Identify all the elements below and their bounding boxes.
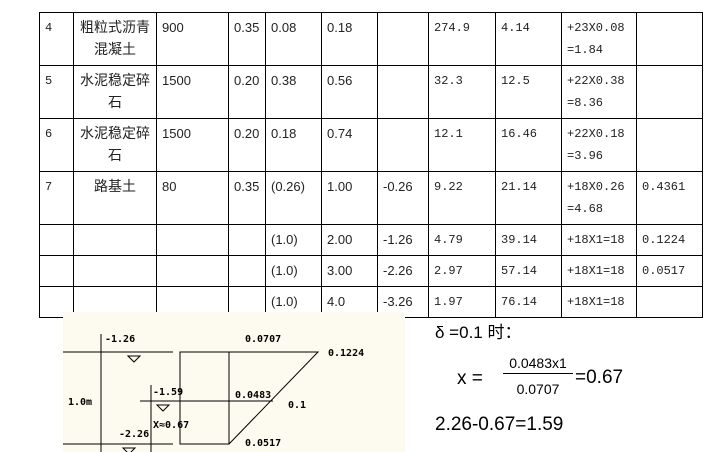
stress-diagram: -1.26 -1.59 -2.26 1.0m X≈0.67 0.0707 0.1…	[63, 312, 405, 452]
table-cell: 5	[39, 65, 74, 119]
top-value: 0.0707	[245, 334, 281, 345]
table-cell	[156, 224, 229, 256]
table-cell: 3.00	[321, 255, 378, 287]
table-row: (1.0) 3.00 -2.26 2.97 57.14 +18X1=18 0.0517	[39, 255, 703, 287]
condition-text: δ =0.1 时：	[435, 323, 522, 342]
table-cell: 274.9	[428, 12, 496, 66]
table-cell: 1.97	[428, 286, 496, 318]
table-cell	[73, 224, 157, 256]
table-cell: -0.26	[377, 171, 429, 225]
table-cell: +18X0.26=4.68	[561, 171, 637, 225]
table-cell	[73, 255, 157, 287]
table-cell	[377, 65, 429, 119]
table-cell	[377, 118, 429, 172]
mid-level-label: -1.59	[153, 387, 183, 398]
table-cell: 9.22	[428, 171, 496, 225]
table-cell: 900	[156, 12, 229, 66]
subtraction-line: 2.26-0.67=1.59	[435, 414, 564, 435]
top-level-label: -1.26	[105, 334, 135, 345]
table-cell: 0.4361	[636, 171, 703, 225]
table-cell: 12.5	[495, 65, 562, 119]
table-cell: 39.14	[495, 224, 562, 256]
table-cell: 76.14	[495, 286, 562, 318]
delta-value: 0.1	[288, 400, 306, 411]
x-label: X≈0.67	[153, 420, 189, 431]
table-row: 7 路基土 80 0.35 (0.26) 1.00 -0.26 9.22 21.14 +18X0.…	[39, 171, 703, 225]
table-cell: 57.14	[495, 255, 562, 287]
table-cell: 0.56	[321, 65, 378, 119]
table-cell: 2.97	[428, 255, 496, 287]
table-cell: 4	[39, 12, 74, 66]
table-cell: (0.26)	[265, 171, 322, 225]
table-cell: 0.38	[265, 65, 322, 119]
table-cell	[156, 255, 229, 287]
table-cell	[636, 118, 703, 172]
table-cell: -1.26	[377, 224, 429, 256]
table-cell: +23X0.08=1.84	[561, 12, 637, 66]
table-cell: 1500	[156, 65, 229, 119]
table-cell	[39, 224, 74, 256]
table-cell: +22X0.38=8.36	[561, 65, 637, 119]
table-cell: 0.1224	[636, 224, 703, 256]
table-cell: 1500	[156, 118, 229, 172]
table-cell: +18X1=18	[561, 286, 637, 318]
table-cell: 0.18	[265, 118, 322, 172]
table-cell: 80	[156, 171, 229, 225]
table-cell	[39, 255, 74, 287]
table-cell: (1.0)	[265, 224, 322, 256]
table-cell: 21.14	[495, 171, 562, 225]
table-cell: 水泥稳定碎石	[73, 118, 157, 172]
bottom-value: 0.0517	[245, 438, 281, 449]
table-cell: 6	[39, 118, 74, 172]
table-cell: 7	[39, 171, 74, 225]
table-cell: -2.26	[377, 255, 429, 287]
fraction-denominator: 0.0707	[516, 381, 560, 397]
table-cell: +18X1=18	[561, 255, 637, 287]
mid-value: 0.0483	[235, 390, 271, 401]
table-cell: 1.00	[321, 171, 378, 225]
table-cell	[228, 224, 266, 256]
table-cell: 0.35	[228, 12, 266, 66]
table-cell	[636, 286, 703, 318]
fraction-numerator: 0.0483x1	[503, 355, 573, 374]
table-cell: 粗粒式沥青混凝土	[73, 12, 157, 66]
table-cell: 水泥稳定碎石	[73, 65, 157, 119]
table-cell: 0.18	[321, 12, 378, 66]
table-cell	[636, 65, 703, 119]
stress-table: 4 粗粒式沥青混凝土 900 0.35 0.08 0.18 274.9 4.14 +23X0.0…	[39, 12, 703, 318]
table-cell: 32.3	[428, 65, 496, 119]
table-row: 6 水泥稳定碎石 1500 0.20 0.18 0.74 12.1 16.46 +22X0.18…	[39, 118, 703, 172]
table-cell: 0.0517	[636, 255, 703, 287]
table-row: 4 粗粒式沥青混凝土 900 0.35 0.08 0.18 274.9 4.14 +23X0.0…	[39, 12, 703, 66]
thickness-label: 1.0m	[68, 397, 92, 408]
table-cell: 16.46	[495, 118, 562, 172]
table-cell	[377, 12, 429, 66]
table-cell: +18X1=18	[561, 224, 637, 256]
table-cell: 路基土	[73, 171, 157, 225]
table-cell: 0.35	[228, 171, 266, 225]
table-cell: +22X0.18=3.96	[561, 118, 637, 172]
table-cell: 2.00	[321, 224, 378, 256]
table-cell: 0.20	[228, 118, 266, 172]
equation-lhs: x =	[457, 368, 483, 389]
table-cell	[228, 255, 266, 287]
table-cell: 12.1	[428, 118, 496, 172]
table-cell: 4.79	[428, 224, 496, 256]
table-cell: 0.74	[321, 118, 378, 172]
table-cell: 0.20	[228, 65, 266, 119]
top-right-value: 0.1224	[328, 348, 364, 359]
table-cell: (1.0)	[265, 255, 322, 287]
table-cell: 4.14	[495, 12, 562, 66]
bottom-level-label: -2.26	[119, 429, 149, 440]
table-row: (1.0) 2.00 -1.26 4.79 39.14 +18X1=18 0.1224	[39, 224, 703, 256]
equation-result: =0.67	[575, 367, 624, 388]
table-cell	[636, 12, 703, 66]
table-cell: 0.08	[265, 12, 322, 66]
table-row: 5 水泥稳定碎石 1500 0.20 0.38 0.56 32.3 12.5 +22X0.38=…	[39, 65, 703, 119]
